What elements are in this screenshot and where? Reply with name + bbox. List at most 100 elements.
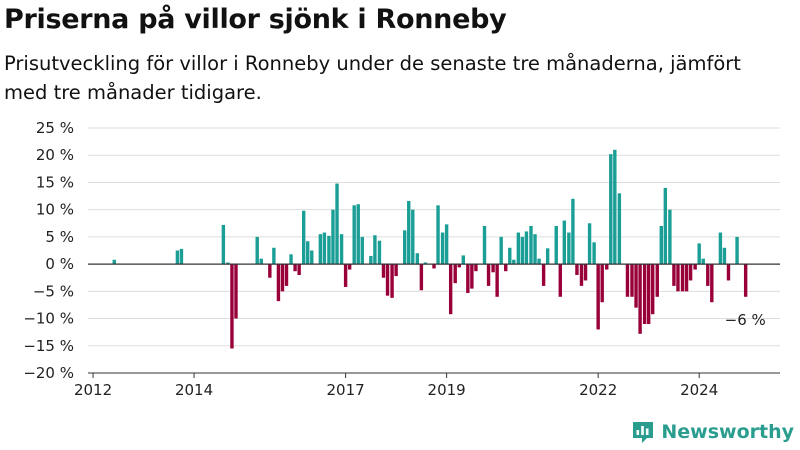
bar-negative [541, 264, 546, 286]
bar-positive [327, 235, 331, 265]
bar-negative [651, 264, 655, 315]
latest-value-annotation: −6 % [725, 311, 766, 329]
x-tick-label: 2019 [428, 381, 466, 399]
bar-negative [470, 264, 474, 289]
bar-negative [394, 264, 398, 277]
bar-positive [411, 209, 415, 265]
bar-negative [596, 264, 600, 330]
bar-negative [486, 264, 491, 286]
bar-negative [347, 264, 352, 270]
bar-positive [179, 248, 184, 265]
bar-negative [297, 264, 301, 275]
bar-negative [474, 264, 478, 272]
bar-negative [605, 264, 609, 270]
bar-negative [280, 264, 285, 292]
bar-negative [284, 264, 289, 286]
bar-positive [407, 200, 411, 265]
bar-positive [403, 230, 407, 265]
bar-positive [508, 247, 512, 265]
bar-positive [529, 226, 533, 265]
newsworthy-logo-icon [633, 422, 654, 443]
bar-positive [562, 220, 567, 265]
bar-negative [491, 264, 495, 273]
bar-negative [381, 264, 386, 278]
bar-positive [613, 149, 617, 265]
bar-negative [390, 264, 394, 298]
bar-positive [306, 241, 310, 265]
bar-positive [444, 224, 449, 265]
bar-positive [520, 236, 525, 265]
y-tick-label: −15 % [23, 337, 74, 355]
x-tick-label: 2012 [74, 381, 112, 399]
bar-negative [293, 264, 297, 272]
bar-negative [655, 264, 659, 297]
bar-negative [638, 264, 642, 334]
bar-positive [221, 224, 226, 265]
bar-positive [668, 209, 672, 265]
bar-negative [680, 264, 685, 292]
bar-positive [423, 262, 428, 265]
bar-positive [537, 258, 541, 265]
bar-positive [592, 242, 596, 265]
y-tick-label: 10 % [36, 201, 74, 219]
bar-positive [554, 226, 558, 265]
bar-positive [499, 236, 503, 265]
bar-negative [688, 264, 693, 281]
bar-positive [524, 231, 529, 265]
bar-negative [234, 264, 238, 319]
x-tick-label: 2024 [680, 381, 718, 399]
bar-positive [356, 204, 360, 265]
bar-positive [567, 232, 571, 265]
bar-negative [495, 264, 499, 297]
bar-positive [718, 232, 723, 265]
bar-positive [301, 210, 306, 265]
bar-positive [571, 198, 575, 265]
bar-positive [512, 259, 516, 265]
y-tick-label: 25 % [36, 119, 74, 137]
bar-positive [226, 262, 230, 265]
bar-positive [436, 205, 440, 265]
y-tick-label: 15 % [36, 173, 74, 191]
bar-positive [360, 236, 364, 265]
bar-positive [335, 183, 339, 265]
bar-positive [289, 254, 293, 265]
bar-positive [415, 253, 420, 265]
bar-positive [255, 236, 259, 265]
x-tick-label: 2017 [327, 381, 365, 399]
chart-subtitle: Prisutveckling för villor i Ronneby unde… [4, 52, 741, 104]
brand-name: Newsworthy [661, 421, 794, 443]
bar-positive [609, 154, 613, 265]
bar-negative [710, 264, 714, 303]
y-tick-label: −5 % [33, 282, 74, 300]
bar-negative [575, 264, 579, 275]
y-tick-label: −20 % [23, 364, 74, 382]
bar-negative [600, 264, 604, 303]
bar-negative [672, 264, 676, 286]
bar-negative [448, 264, 453, 315]
x-tick-label: 2022 [579, 381, 617, 399]
bar-negative [642, 264, 647, 324]
bar-negative [684, 264, 689, 292]
bar-negative [646, 264, 651, 324]
bar-negative [743, 264, 748, 297]
bar-positive [545, 248, 550, 265]
bar-negative [706, 264, 710, 286]
bar-negative [504, 264, 508, 272]
newsworthy-brand: Newsworthy [631, 420, 794, 444]
bar-positive [617, 193, 622, 265]
bar-positive [112, 259, 116, 265]
bar-positive [533, 234, 537, 265]
y-tick-label: −10 % [23, 310, 74, 328]
bar-negative [457, 264, 461, 268]
bar-negative [634, 264, 638, 308]
bar-negative [630, 264, 634, 297]
bar-positive [369, 255, 373, 265]
bar-negative [625, 264, 630, 297]
bar-negative [385, 264, 390, 296]
bar-negative [558, 264, 562, 297]
bar-positive [310, 250, 314, 265]
bar-positive [339, 234, 344, 265]
bar-positive [663, 187, 668, 265]
bar-positive [272, 247, 276, 265]
